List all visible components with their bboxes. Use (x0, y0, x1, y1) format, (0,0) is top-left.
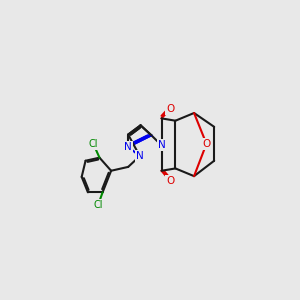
Text: Cl: Cl (93, 200, 103, 210)
Text: O: O (202, 139, 211, 149)
Text: O: O (166, 104, 174, 114)
Text: N: N (158, 140, 165, 150)
Text: Cl: Cl (88, 139, 98, 149)
Text: N: N (136, 151, 144, 161)
Text: N: N (124, 142, 132, 152)
Text: O: O (166, 176, 174, 186)
